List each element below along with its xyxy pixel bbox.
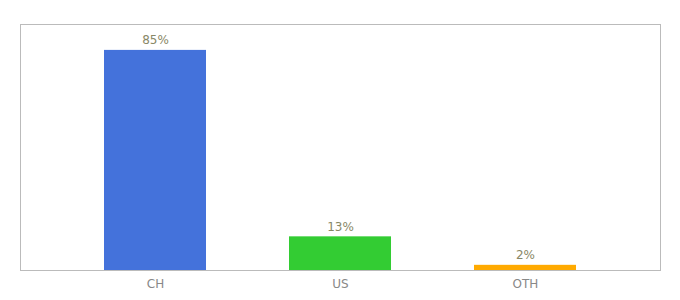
svg-text:CH: CH [147, 277, 164, 291]
svg-text:OTH: OTH [513, 277, 539, 291]
svg-text:85%: 85% [142, 33, 169, 47]
svg-text:2%: 2% [516, 248, 535, 262]
svg-text:US: US [332, 277, 348, 291]
svg-text:13%: 13% [327, 220, 354, 234]
